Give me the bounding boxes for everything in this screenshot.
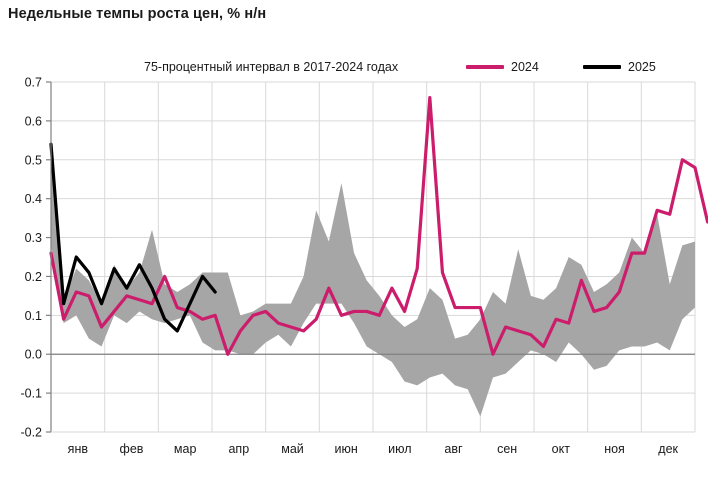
x-tick-label: дек: [658, 442, 678, 456]
y-tick-label: 0.4: [25, 192, 42, 206]
y-tick-label: 0.0: [25, 348, 42, 362]
x-tick-label: апр: [228, 442, 249, 456]
legend-label-2024: 2024: [511, 60, 539, 74]
x-tick-label: авг: [444, 442, 463, 456]
legend-item-2025: 2025: [583, 57, 656, 77]
x-axis-tick-labels: янв фев мар апр май июн июл авг сен окт ноя дек: [68, 442, 679, 456]
series-band-75pct: [51, 144, 695, 417]
chart-legend: 75-процентный интервал в 2017-2024 годах…: [0, 57, 708, 77]
legend-label-band: 75-процентный интервал в 2017-2024 годах: [144, 60, 399, 74]
x-tick-label: май: [281, 442, 304, 456]
x-tick-label: сен: [497, 442, 517, 456]
y-tick-label: -0.2: [20, 426, 42, 440]
y-axis-tick-labels: 0.7 0.6 0.5 0.4 0.3 0.2 0.1 0.0 -0.1 -0.2: [20, 76, 42, 440]
page-title: Недельные темпы роста цен, % н/н: [8, 6, 267, 22]
x-tick-label: ноя: [604, 442, 625, 456]
x-tick-label: окт: [552, 442, 571, 456]
y-tick-label: 0.2: [25, 270, 42, 284]
x-tick-label: июл: [388, 442, 411, 456]
y-tick-label: 0.7: [25, 76, 42, 90]
legend-label-2025: 2025: [628, 60, 656, 74]
series-line-2025: [49, 142, 217, 333]
y-tick-label: 0.6: [25, 114, 42, 128]
legend-item-band: 75-процентный интервал в 2017-2024 годах: [144, 57, 398, 77]
axis-frame: [46, 81, 695, 433]
series-line-2024: [49, 95, 708, 356]
x-tick-label: фев: [120, 442, 144, 456]
y-tick-label: 0.1: [25, 309, 42, 323]
y-tick-label: 0.3: [25, 231, 42, 245]
y-tick-label: 0.5: [25, 153, 42, 167]
y-tick-label: -0.1: [20, 387, 42, 401]
legend-swatch-2025: [583, 65, 621, 69]
x-tick-label: июн: [335, 442, 358, 456]
legend-item-2024: 2024: [466, 57, 539, 77]
x-tick-label: янв: [68, 442, 89, 456]
x-tick-label: мар: [174, 442, 197, 456]
legend-swatch-2024: [466, 65, 504, 69]
